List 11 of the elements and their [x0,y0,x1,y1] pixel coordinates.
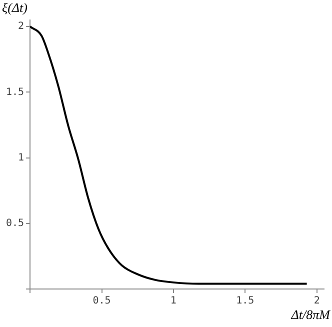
y-tick-label: 0.5 [6,218,24,229]
x-axis-title: Δt/8πM [290,306,332,322]
y-tick-label: 1 [18,152,24,164]
x-tick-label: 1.5 [236,296,254,307]
y-axis-title: ξ(Δt) [2,0,28,15]
y-tick-label: 2 [18,21,24,32]
x-tick-label: 1 [170,296,176,307]
line-series [30,26,308,285]
x-tick-label: 2 [314,296,320,307]
y-tick-label: 1.5 [6,86,24,98]
x-tick-label: 0.5 [92,296,111,307]
